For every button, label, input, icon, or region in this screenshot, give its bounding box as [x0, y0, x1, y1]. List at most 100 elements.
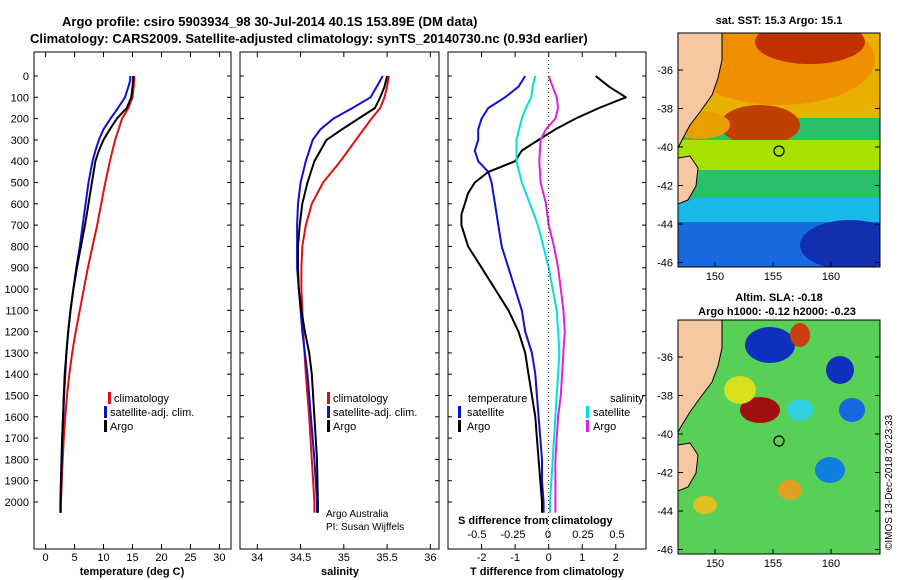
depth-tick-label: 800: [11, 241, 29, 253]
sla-yellow-2: [693, 496, 717, 514]
sst-yellowgreen-band: [678, 140, 880, 170]
sst-map-frame: [677, 32, 881, 268]
legend-label-t-argo: Argo: [467, 421, 490, 433]
sst-land-tasmania: [678, 155, 699, 205]
difference-legend: temperature salinity satellite Argo sate…: [458, 393, 644, 433]
legend-label-s-argo: Argo: [593, 421, 616, 433]
x-tick-label: 30: [213, 552, 225, 564]
depth-tick-label: 2000: [5, 497, 29, 509]
sla-high-2: [740, 397, 780, 423]
x-tick-label: 2: [613, 552, 619, 564]
series-line-climatology: [300, 75, 390, 513]
depth-tick-label: 400: [11, 156, 29, 168]
x-tick-label: 25: [184, 552, 196, 564]
lat-tick-label: -44: [657, 219, 673, 231]
s-difference-ticks: -0.5 -0.25 0 0.25 0.5: [468, 529, 625, 541]
depth-tick-label: 900: [11, 263, 29, 275]
depth-tick-label: 1000: [5, 284, 29, 296]
depth-tick-label: 0: [23, 71, 29, 83]
sst-green-band: [678, 170, 880, 200]
depth-tick-label: 1500: [5, 391, 29, 403]
depth-tick-label: 700: [11, 220, 29, 232]
sla-low-5: [815, 457, 845, 483]
temperature-xlabel: temperature (deg C): [80, 566, 185, 578]
legend-header-temperature: temperature: [468, 393, 527, 405]
credit-line-2: PI: Susan Wijffels: [326, 522, 404, 533]
sla-map-ticks: -36 -38 -40 -42 -44 -46 150 155 160: [657, 352, 880, 570]
x-tick-label: 1: [579, 552, 585, 564]
salinity-frame: [239, 51, 440, 550]
legend-swatch-s-argo: [586, 420, 589, 432]
sla-land-mainland: [678, 320, 723, 434]
legend-swatch-satellite: [104, 406, 107, 418]
x-tick-label: 15: [126, 552, 138, 564]
depth-tick-label: 1600: [5, 412, 29, 424]
series-line-s-argo: [538, 75, 566, 513]
sla-map: Altim. SLA: -0.18 Argo h1000: -0.12 h200…: [657, 292, 881, 570]
sla-yellow-1: [724, 376, 756, 404]
x-tick-label: -1: [510, 552, 520, 564]
sst-eddy: [720, 105, 800, 145]
series-line-argo: [297, 75, 389, 513]
s-tick: 0.25: [572, 529, 593, 541]
difference-panel: -2 -1 0 1 2 T difference from climatology S …: [447, 51, 647, 578]
credit-line-1: Argo Australia: [326, 509, 389, 520]
lat-tick-label: -40: [657, 429, 673, 441]
sla-low-3: [787, 399, 813, 421]
x-tick-label: 0: [546, 552, 552, 564]
sla-orange: [778, 480, 802, 500]
series-line-s-satellite: [515, 75, 561, 513]
s-difference-label: S difference from climatology: [458, 515, 614, 527]
sla-low-2: [826, 356, 854, 384]
series-line-argo: [59, 76, 135, 513]
difference-lines: [460, 52, 627, 549]
legend-label-t-satellite: satellite: [467, 407, 504, 419]
sst-cold-core: [800, 220, 880, 267]
lon-tick-label: 155: [764, 558, 782, 570]
salinity-lines: [296, 75, 390, 513]
legend-label-argo: Argo: [110, 421, 133, 433]
depth-tick-label: 600: [11, 199, 29, 211]
legend-label-satellite: satellite-adj. clim.: [333, 407, 417, 419]
x-tick-label: 5: [71, 552, 77, 564]
lat-tick-label: -36: [657, 352, 673, 364]
difference-ticks: -2 -1 0 1 2: [448, 52, 646, 564]
x-tick-label: 10: [97, 552, 109, 564]
legend-swatch-satellite: [327, 406, 330, 418]
imos-watermark: ©IMOS 13-Dec-2018 20:23:33: [884, 414, 895, 550]
legend-swatch-s-satellite: [586, 406, 589, 418]
title-line-2: Climatology: CARS2009. Satellite-adjuste…: [30, 31, 588, 46]
depth-tick-label: 300: [11, 135, 29, 147]
depth-tick-label: 1900: [5, 476, 29, 488]
depth-tick-label: 500: [11, 178, 29, 190]
lat-tick-label: -46: [657, 258, 673, 270]
legend-label-argo: Argo: [333, 421, 356, 433]
difference-xlabel: T difference from climatology: [470, 566, 625, 578]
title-line-1: Argo profile: csiro 5903934_98 30-Jul-20…: [62, 14, 477, 29]
sla-map-frame: [677, 319, 881, 555]
series-line-satellite-adj-clim-: [296, 75, 384, 513]
sst-land-mainland: [678, 33, 723, 149]
difference-frame: [447, 51, 647, 550]
temperature-lines: [59, 76, 136, 513]
series-line-climatology: [59, 76, 136, 513]
salinity-legend: climatology satellite-adj. clim. Argo: [327, 392, 417, 433]
x-tick-label: 35.5: [376, 552, 397, 564]
temperature-ticks: 0 5 10 15 20 25 30: [34, 52, 231, 564]
sst-argo-location: [773, 145, 785, 157]
series-line-t-satellite: [473, 75, 545, 513]
depth-tick-label: 1300: [5, 348, 29, 360]
sst-hot-spot: [755, 33, 865, 64]
lat-tick-label: -38: [657, 391, 673, 403]
depth-tick-label: 1200: [5, 327, 29, 339]
lat-tick-label: -38: [657, 104, 673, 116]
legend-swatch-argo: [327, 420, 330, 432]
salinity-xlabel: salinity: [321, 566, 360, 578]
x-tick-label: 0: [43, 552, 49, 564]
lon-tick-label: 155: [764, 271, 782, 283]
depth-axis: 0 100 200 300 400 500 600 700 800 900 1000 1100 1200…: [5, 71, 29, 509]
lon-tick-label: 160: [822, 271, 840, 283]
temperature-frame: [33, 51, 232, 550]
sla-high-1: [790, 323, 810, 347]
